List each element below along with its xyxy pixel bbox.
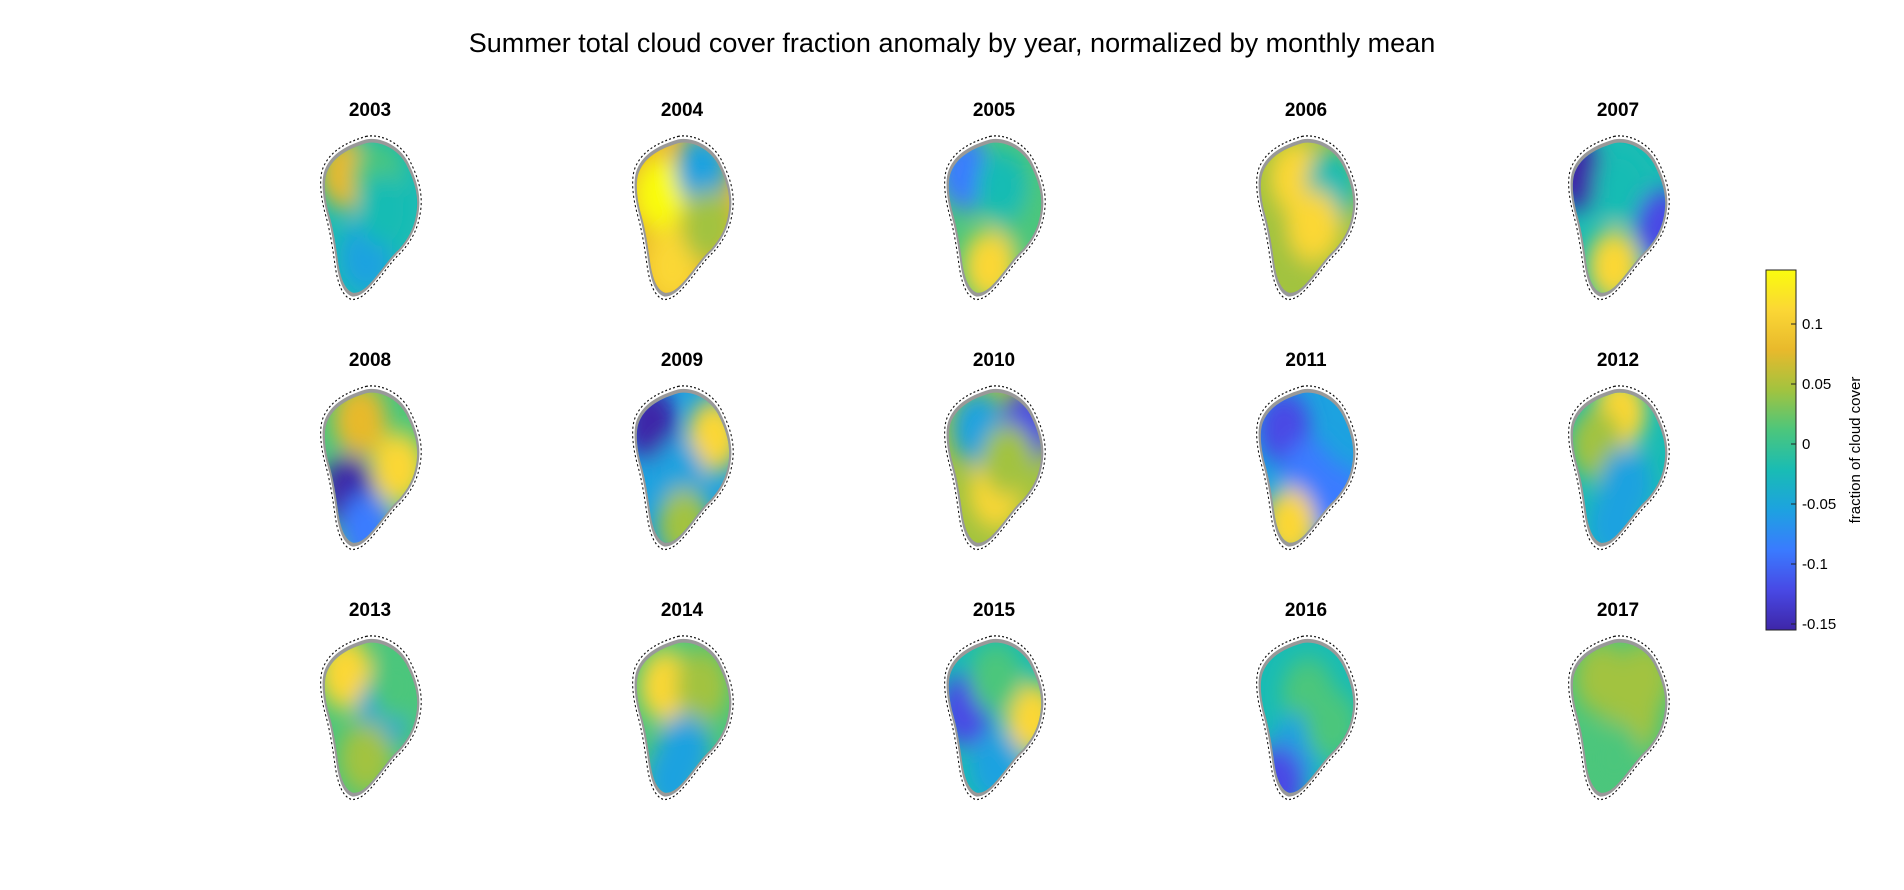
map-panel-2012: 2012	[1567, 350, 1670, 551]
anomaly-blob	[1005, 681, 1042, 755]
anomaly-blob	[1587, 487, 1641, 543]
map-panel-2005: 2005	[943, 100, 1046, 301]
anomaly-blob	[1311, 463, 1354, 537]
anomaly-blob	[339, 492, 393, 543]
panel-year-label: 2012	[1597, 350, 1639, 371]
panel-year-label: 2016	[1285, 600, 1327, 621]
colorbar-tick-label: -0.05	[1802, 496, 1836, 513]
anomaly-blob	[675, 649, 729, 723]
anomaly-blob	[639, 649, 693, 723]
panel-year-label: 2008	[349, 350, 391, 371]
map-panel-2003: 2003	[319, 100, 422, 301]
greenland-map	[319, 635, 422, 801]
anomaly-blob	[1572, 142, 1605, 210]
greenland-map	[943, 135, 1046, 301]
anomaly-blob	[339, 721, 393, 793]
anomaly-blob	[357, 173, 411, 247]
greenland-map	[319, 135, 422, 301]
anomaly-blob	[969, 642, 1023, 715]
anomaly-blob	[981, 423, 1035, 497]
panel-year-label: 2013	[349, 600, 391, 621]
greenland-map	[1567, 385, 1670, 551]
anomaly-blob	[645, 742, 699, 793]
figure-title: Summer total cloud cover fraction anomal…	[468, 28, 1436, 58]
panel-year-label: 2009	[661, 350, 703, 371]
colorbar: -0.15 -0.1 -0.05 0 0.05 0.1 fraction of cloud…	[1765, 269, 1864, 633]
map-panel-2013: 2013	[319, 600, 422, 801]
map-panel-2010: 2010	[943, 350, 1046, 551]
panel-year-label: 2014	[661, 600, 704, 621]
colorbar-gradient	[1765, 269, 1797, 631]
anomaly-blob	[975, 149, 1029, 223]
map-panel-2011: 2011	[1255, 350, 1358, 551]
map-panel-2009: 2009	[631, 350, 734, 551]
panel-year-label: 2003	[349, 100, 391, 121]
map-panel-2008: 2008	[319, 350, 422, 551]
panel-year-label: 2005	[973, 100, 1016, 121]
panel-year-label: 2004	[661, 100, 704, 121]
greenland-map	[1567, 635, 1670, 801]
anomaly-blob	[1587, 721, 1641, 793]
greenland-map	[1255, 385, 1358, 551]
colorbar-tick-label: -0.1	[1802, 556, 1828, 573]
greenland-map	[1255, 635, 1358, 801]
colorbar-label: fraction of cloud cover	[1847, 377, 1864, 524]
colorbar-tick-label: 0.1	[1802, 316, 1823, 333]
panel-year-label: 2007	[1597, 100, 1639, 121]
map-panel-2006: 2006	[1255, 100, 1358, 301]
greenland-map	[631, 635, 734, 801]
map-panel-2016: 2016	[1255, 600, 1358, 801]
anomaly-blob	[369, 649, 418, 723]
map-panel-2017: 2017	[1567, 600, 1670, 801]
map-panel-2015: 2015	[943, 600, 1046, 801]
greenland-map	[631, 135, 734, 301]
panel-year-label: 2011	[1285, 350, 1327, 371]
anomaly-blob	[969, 729, 1023, 793]
colorbar-tick-label: 0.05	[1802, 376, 1831, 393]
anomaly-blob	[333, 392, 387, 457]
greenland-map	[631, 385, 734, 551]
colorbar-tick-label: 0	[1802, 436, 1810, 453]
panel-year-label: 2017	[1597, 600, 1639, 621]
panel-year-label: 2006	[1285, 100, 1327, 121]
greenland-map	[1567, 135, 1670, 301]
greenland-map	[943, 385, 1046, 551]
map-panel-2007: 2007	[1567, 100, 1670, 301]
anomaly-blob	[636, 157, 687, 231]
anomaly-blob	[1287, 189, 1341, 263]
greenland-map	[319, 385, 422, 551]
panel-year-label: 2015	[973, 600, 1016, 621]
map-panel-2004: 2004	[631, 100, 734, 301]
anomaly-blob	[1593, 149, 1647, 223]
greenland-map	[1255, 135, 1358, 301]
colorbar-tick-label: -0.15	[1802, 616, 1836, 633]
map-panel-2014: 2014	[631, 600, 734, 801]
greenland-map	[943, 635, 1046, 801]
panel-year-label: 2010	[973, 350, 1015, 371]
